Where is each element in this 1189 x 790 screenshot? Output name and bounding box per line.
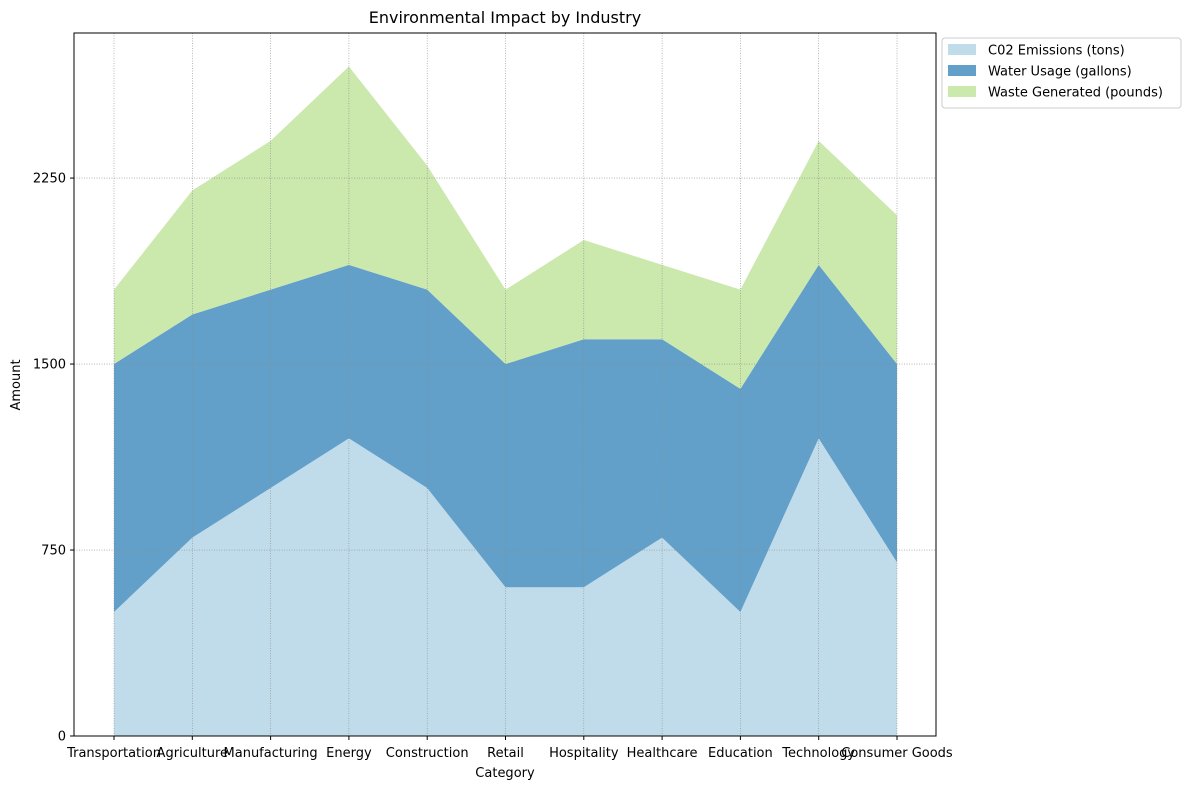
y-axis: 0 750 1500 2250 xyxy=(33,172,74,745)
legend-label: Water Usage (gallons) xyxy=(988,65,1132,80)
legend-swatch xyxy=(948,65,976,76)
x-tick-label: Retail xyxy=(487,746,524,761)
legend-frame xyxy=(941,37,1182,109)
y-axis-title: Amount xyxy=(9,359,24,410)
y-tick-label: 0 xyxy=(58,730,66,745)
x-tick-label: Energy xyxy=(326,746,372,761)
area-series-3 xyxy=(114,66,897,389)
legend-swatch xyxy=(948,44,976,55)
x-tick-label: Manufacturing xyxy=(224,746,318,761)
x-axis-title: Category xyxy=(475,766,535,781)
legend-label: Waste Generated (pounds) xyxy=(988,86,1163,101)
x-tick-label: Consumer Goods xyxy=(841,746,953,761)
legend-label: C02 Emissions (tons) xyxy=(988,44,1125,59)
legend-swatch xyxy=(948,86,976,97)
x-tick-label: Transportation xyxy=(66,746,161,761)
x-tick-label: Healthcare xyxy=(627,746,698,761)
legend: C02 Emissions (tons) Water Usage (gallons… xyxy=(941,37,1182,109)
y-tick-label: 750 xyxy=(41,544,66,559)
y-tick-label: 2250 xyxy=(33,172,66,187)
chart-title: Environmental Impact by Industry xyxy=(369,8,641,27)
x-tick-label: Education xyxy=(708,746,773,761)
x-tick-label: Technology xyxy=(781,746,855,761)
x-tick-label: Hospitality xyxy=(549,746,619,761)
y-tick-label: 1500 xyxy=(33,358,66,373)
x-tick-label: Agriculture xyxy=(157,746,229,761)
area-series-1 xyxy=(114,438,897,736)
x-tick-label: Construction xyxy=(386,746,469,761)
